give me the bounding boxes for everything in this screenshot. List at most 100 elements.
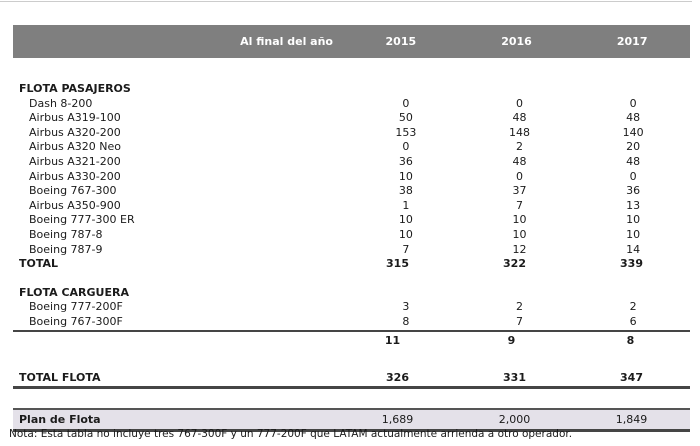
aircraft-label: Airbus A320 Neo [29,140,122,154]
value-2017: 14 [626,242,641,256]
value-2017: 36 [626,184,641,198]
table-header-row: Al final del año 2015 2016 2017 [13,25,690,58]
aircraft-label: Boeing 767-300 [29,184,117,198]
aircraft-label: Airbus A350-900 [29,198,121,212]
table-row: Boeing 777-300 ER 10 10 10 [13,213,690,228]
value-2017: 10 [626,227,641,241]
fleet-table: Al final del año 2015 2016 2017 FLOTA PA… [13,25,690,432]
total-fleet-row: TOTAL FLOTA 326 331 347 [13,370,690,389]
cargo-subtotal-row: 11 9 8 [13,333,690,349]
value-2017: 13 [626,198,641,212]
value-2015: 10 [398,227,413,241]
subtotal-2017: 8 [626,333,635,347]
aircraft-label: Boeing 767-300F [29,314,123,328]
plan-2016: 2,000 [498,412,531,426]
section-gap [13,349,690,363]
value-2017: 10 [626,213,641,227]
aircraft-label: Airbus A321-200 [29,154,121,168]
value-2015: 50 [398,111,413,125]
value-2015: 36 [398,154,413,168]
value-2016: 12 [512,242,527,256]
aircraft-label: Boeing 787-8 [29,227,103,241]
total-fleet-2015: 326 [386,370,409,384]
aircraft-label: Boeing 777-200F [29,300,123,314]
value-2016: 10 [512,213,527,227]
header-label: Al final del año [240,35,333,48]
fleet-plan-row: Plan de Flota 1,689 2,000 1,849 [13,407,690,432]
fleet-plan-label: Plan de Flota [19,412,101,426]
table-row: Airbus A321-200 36 48 48 [13,155,690,170]
value-2016: 48 [512,154,527,168]
value-2015: 3 [402,300,410,314]
section-title: FLOTA PASAJEROS [19,82,131,95]
value-2016: 48 [512,111,527,125]
value-2015: 1 [402,198,410,212]
value-2015: 10 [398,213,413,227]
value-2015: 38 [398,184,413,198]
value-2016: 2 [516,300,523,314]
value-2016: 10 [512,227,527,241]
header-year-2015: 2015 [385,35,417,48]
table-row: Boeing 787-9 7 12 14 [13,243,690,258]
value-2017: 0 [629,96,637,110]
value-2015: 153 [395,125,417,139]
table-row: Boeing 767-300 38 37 36 [13,184,690,199]
aircraft-label: Boeing 787-9 [29,242,103,256]
total-fleet-2016: 331 [503,370,526,384]
total-2017: 339 [620,257,643,271]
value-2017: 140 [622,125,644,139]
table-body: FLOTA PASAJEROS Dash 8-200 0 0 0 Airbus … [13,82,690,432]
section-header-passenger: FLOTA PASAJEROS [13,82,690,97]
plan-2017: 1,849 [615,412,648,426]
footnote: Nota: Esta tabla no incluye tres 767-300… [9,428,573,440]
table-row: Boeing 777-200F 3 2 2 [13,300,690,315]
value-2017: 48 [626,154,641,168]
table-row: Airbus A319-100 50 48 48 [13,111,690,126]
value-2016: 148 [509,125,530,139]
value-2016: 7 [516,198,523,212]
subtotal-2016: 9 [507,333,516,347]
table-row: Boeing 767-300F 8 7 6 [13,315,690,332]
aircraft-label: Dash 8-200 [29,96,93,110]
header-year-2017: 2017 [616,35,648,48]
header-year-2016: 2016 [501,35,532,48]
table-row: Airbus A350-900 1 7 13 [13,199,690,214]
plan-2015: 1,689 [381,412,414,426]
total-fleet-label: TOTAL FLOTA [19,370,101,384]
subtotal-2015: 11 [384,333,401,347]
top-divider [0,1,692,2]
total-2015: 315 [386,257,409,271]
value-2016: 37 [512,184,527,198]
table-row: Boeing 787-8 10 10 10 [13,228,690,243]
total-fleet-2017: 347 [620,370,643,384]
value-2017: 2 [629,300,637,314]
section-header-cargo: FLOTA CARGUERA [13,286,690,301]
value-2015: 10 [398,169,413,183]
value-2015: 0 [402,140,410,154]
value-2017: 48 [626,111,641,125]
value-2016: 2 [516,140,523,154]
value-2017: 20 [626,140,641,154]
value-2016: 7 [516,314,523,328]
value-2017: 0 [629,169,637,183]
table-row: Airbus A320 Neo 0 2 20 [13,140,690,155]
value-2016: 0 [516,169,523,183]
aircraft-label: Airbus A319-100 [29,111,121,125]
value-2017: 6 [629,314,637,328]
passenger-total-row: TOTAL 315 322 339 [13,257,690,272]
section-title: FLOTA CARGUERA [19,285,129,299]
total-label: TOTAL [19,257,59,271]
table-row: Airbus A320-200 153 148 140 [13,126,690,141]
aircraft-label: Boeing 777-300 ER [29,213,135,227]
table-row: Airbus A330-200 10 0 0 [13,170,690,185]
value-2015: 0 [402,96,410,110]
section-gap [13,272,690,286]
value-2015: 8 [402,314,410,328]
table-row: Dash 8-200 0 0 0 [13,97,690,112]
aircraft-label: Airbus A320-200 [29,125,121,139]
total-2016: 322 [503,257,526,271]
value-2016: 0 [516,96,523,110]
aircraft-label: Airbus A330-200 [29,169,121,183]
value-2015: 7 [402,242,410,256]
